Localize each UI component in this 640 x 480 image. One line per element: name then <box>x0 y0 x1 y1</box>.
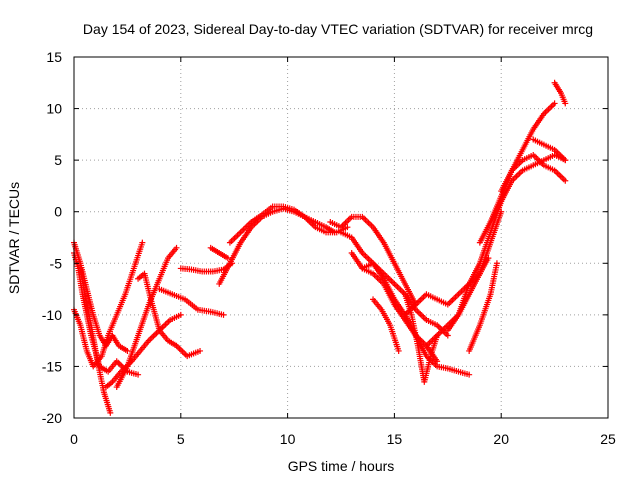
series-17 <box>370 296 402 354</box>
y-tick-label: 0 <box>54 204 62 220</box>
series-20 <box>423 208 505 349</box>
plot-frame <box>73 56 609 419</box>
x-tick-label: 5 <box>177 431 185 447</box>
series-1 <box>71 239 131 354</box>
series-27 <box>551 79 569 107</box>
series-8 <box>156 286 227 318</box>
y-tick-label: -5 <box>50 255 63 271</box>
y-tick-label: 10 <box>46 101 62 117</box>
data-point <box>395 347 402 354</box>
series-16 <box>359 260 473 378</box>
data-point <box>493 260 500 267</box>
x-tick-label: 0 <box>70 431 78 447</box>
data-point <box>139 239 146 246</box>
series-3 <box>71 239 146 370</box>
data-point <box>434 358 441 365</box>
series-7 <box>135 270 204 360</box>
data-point <box>124 347 131 354</box>
x-axis-label: GPS time / hours <box>288 458 395 474</box>
data-point <box>135 371 142 378</box>
series-25 <box>498 151 569 195</box>
series-11 <box>216 205 351 287</box>
data-point <box>220 311 227 318</box>
data-point <box>562 177 569 184</box>
data-point <box>551 100 558 107</box>
y-tick-label: -10 <box>42 307 62 323</box>
data-point <box>173 244 180 251</box>
grid-layer <box>74 57 608 418</box>
data-point <box>224 255 231 262</box>
y-tick-label: 15 <box>46 49 62 65</box>
x-tick-label: 10 <box>280 431 296 447</box>
series-12 <box>226 203 338 246</box>
chart-title: Day 154 of 2023, Sidereal Day-to-day VTE… <box>83 21 593 37</box>
data-point <box>331 229 338 236</box>
data-point <box>466 371 473 378</box>
series-6 <box>113 244 180 391</box>
data-point <box>562 157 569 164</box>
data-marks <box>71 79 569 416</box>
data-point <box>444 332 451 339</box>
y-tick-label: 5 <box>54 152 62 168</box>
data-point <box>177 311 184 318</box>
y-tick-label: -20 <box>42 410 62 426</box>
axis-ticks: 0 5 10 15 20 25 -20 -15 -10 -5 0 5 10 15 <box>42 49 616 447</box>
x-tick-label: 20 <box>493 431 509 447</box>
data-point <box>107 409 114 416</box>
series-10 <box>207 244 231 262</box>
data-point <box>485 255 492 262</box>
y-tick-label: -15 <box>42 358 62 374</box>
series-22 <box>466 260 500 354</box>
x-tick-label: 25 <box>600 431 616 447</box>
series-4 <box>77 265 114 416</box>
series-24 <box>487 151 569 226</box>
y-axis-label: SDTVAR / TECUs <box>6 182 22 294</box>
series-26 <box>530 136 569 164</box>
series-18 <box>402 291 441 385</box>
data-point <box>197 347 204 354</box>
data-point <box>562 100 569 107</box>
data-point <box>344 224 351 231</box>
x-tick-label: 15 <box>387 431 403 447</box>
